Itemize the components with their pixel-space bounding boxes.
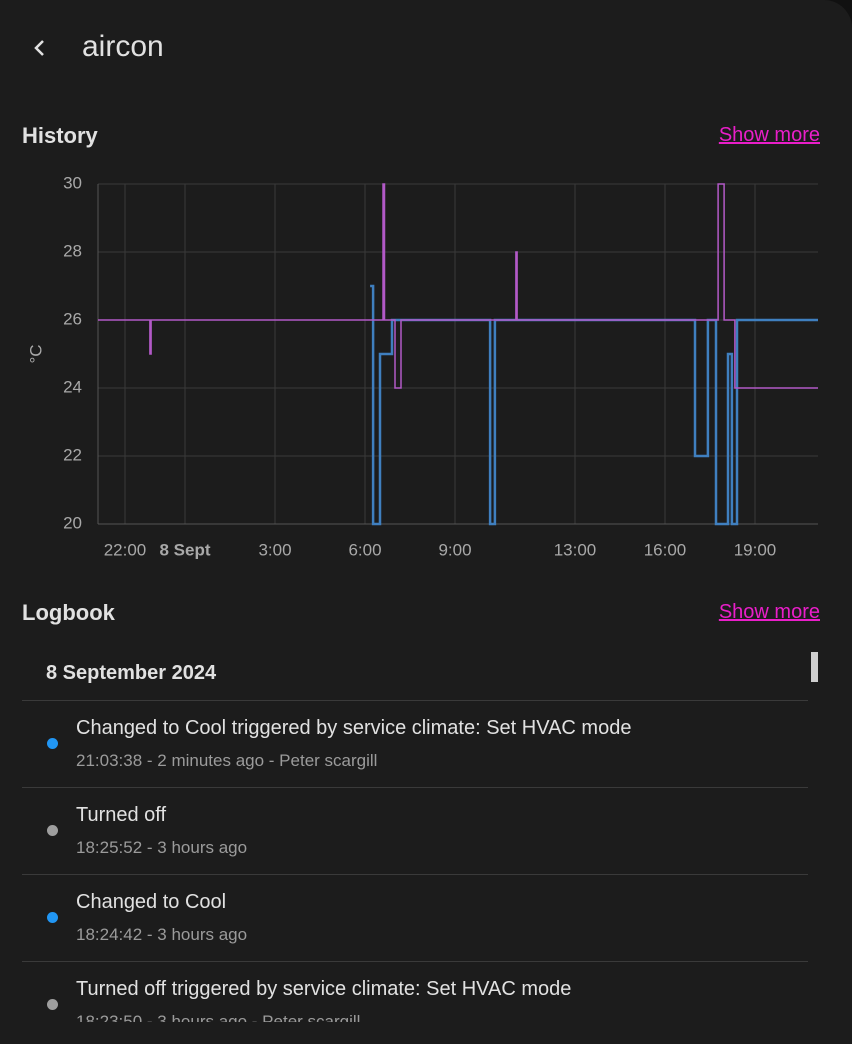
- entry-message: Turned off: [76, 804, 167, 826]
- x-tick-label: 22:00: [104, 540, 147, 559]
- entry-details: 18:23:50 - 3 hours ago - Peter scargill: [76, 1012, 361, 1022]
- x-tick-label: 16:00: [644, 540, 687, 559]
- history-title: History: [22, 123, 98, 148]
- logbook-title: Logbook: [22, 600, 115, 625]
- x-tick-label: 8 Sept: [159, 540, 210, 559]
- y-tick-label: 20: [63, 513, 82, 532]
- back-button[interactable]: [28, 36, 52, 60]
- logbook-entry: Turned off 18:25:52 - 3 hours ago: [22, 787, 808, 875]
- entry-details: 18:25:52 - 3 hours ago: [76, 838, 248, 857]
- logbook-date: 8 September 2024: [46, 662, 217, 684]
- history-chart: °C 20 22 24 26 28 30 22:00 8 Sept 3:00 6:00 9:00 13…: [26, 173, 818, 559]
- series-line: [370, 284, 818, 526]
- logbook-entry: Changed to Cool 18:24:42 - 3 hours ago: [22, 874, 808, 962]
- entry-message: Changed to Cool triggered by service cli…: [76, 717, 632, 739]
- y-tick-label: 24: [63, 377, 82, 396]
- scrollbar[interactable]: [811, 652, 818, 682]
- y-tick-label: 30: [63, 173, 82, 192]
- entry-details: 21:03:38 - 2 minutes ago - Peter scargil…: [76, 751, 378, 770]
- entry-message: Turned off triggered by service climate:…: [76, 978, 572, 1000]
- y-tick-label: 26: [63, 309, 82, 328]
- series-line: [98, 183, 818, 389]
- x-tick-label: 6:00: [348, 540, 381, 559]
- x-tick-label: 3:00: [258, 540, 291, 559]
- x-tick-label: 13:00: [554, 540, 597, 559]
- y-tick-label: 22: [63, 445, 82, 464]
- x-tick-label: 9:00: [438, 540, 471, 559]
- status-dot: [47, 825, 58, 836]
- y-axis-label: °C: [26, 344, 45, 363]
- logbook-list: 8 September 2024 Changed to Cool trigger…: [22, 648, 822, 1022]
- status-dot: [47, 912, 58, 923]
- logbook-entry: Turned off triggered by service climate:…: [22, 961, 808, 1022]
- logbook-show-more[interactable]: Show more: [718, 601, 820, 623]
- status-dot: [47, 999, 58, 1010]
- status-dot: [47, 738, 58, 749]
- y-tick-label: 28: [63, 241, 82, 260]
- dialog-title: aircon: [82, 30, 164, 63]
- logbook-entry: Changed to Cool triggered by service cli…: [22, 700, 808, 788]
- entry-message: Changed to Cool: [76, 891, 227, 913]
- x-tick-label: 19:00: [734, 540, 777, 559]
- entry-details: 18:24:42 - 3 hours ago: [76, 925, 248, 944]
- history-show-more[interactable]: Show more: [718, 124, 820, 146]
